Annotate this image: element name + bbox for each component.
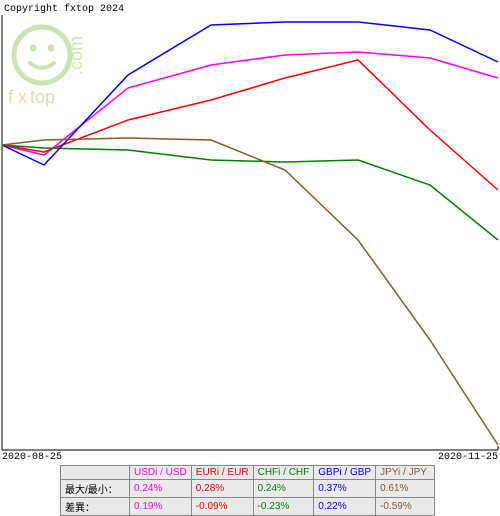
legend-maxmin-row: 最大/最小： 0.24%0.28%0.24%0.37%0.61% [61,480,435,498]
legend-header-row: USDi / USDEURi / EURCHFi / CHFGBPi / GBP… [61,466,435,480]
legend-maxmin-cell: 0.24% [130,480,192,498]
legend-diff-cell: -0.59% [376,498,435,516]
legend-diff-cell: -0.09% [191,498,253,516]
legend-maxmin-cell: 0.28% [191,480,253,498]
legend-header-cell: JPYi / JPY [376,466,435,480]
series-line [2,138,498,445]
legend-header-cell: USDi / USD [130,466,192,480]
legend-maxmin-cell: 0.61% [376,480,435,498]
legend-header-cell: EURi / EUR [191,466,253,480]
series-line [2,60,498,190]
series-line [2,145,498,240]
legend-row2-label: 差異： [61,498,130,516]
legend-header-cell: GBPi / GBP [314,466,376,480]
chart-area: Copyright fxtop 2024 .com f x top 2020-0… [0,0,500,460]
legend-maxmin-cell: 0.24% [253,480,314,498]
legend-diff-cell: 0.22% [314,498,376,516]
legend-table: USDi / USDEURi / EURCHFi / CHFGBPi / GBP… [60,465,435,516]
legend-diff-row: 差異： 0.19%-0.09%-0.23%0.22%-0.59% [61,498,435,516]
copyright-text: Copyright fxtop 2024 [4,4,124,15]
chart-svg [0,0,500,460]
legend-diff-cell: -0.23% [253,498,314,516]
legend-header-cell: CHFi / CHF [253,466,314,480]
legend-diff-cell: 0.19% [130,498,192,516]
legend-maxmin-cell: 0.37% [314,480,376,498]
legend-row1-label: 最大/最小： [61,480,130,498]
legend-corner [61,466,130,480]
series-line [2,22,498,165]
